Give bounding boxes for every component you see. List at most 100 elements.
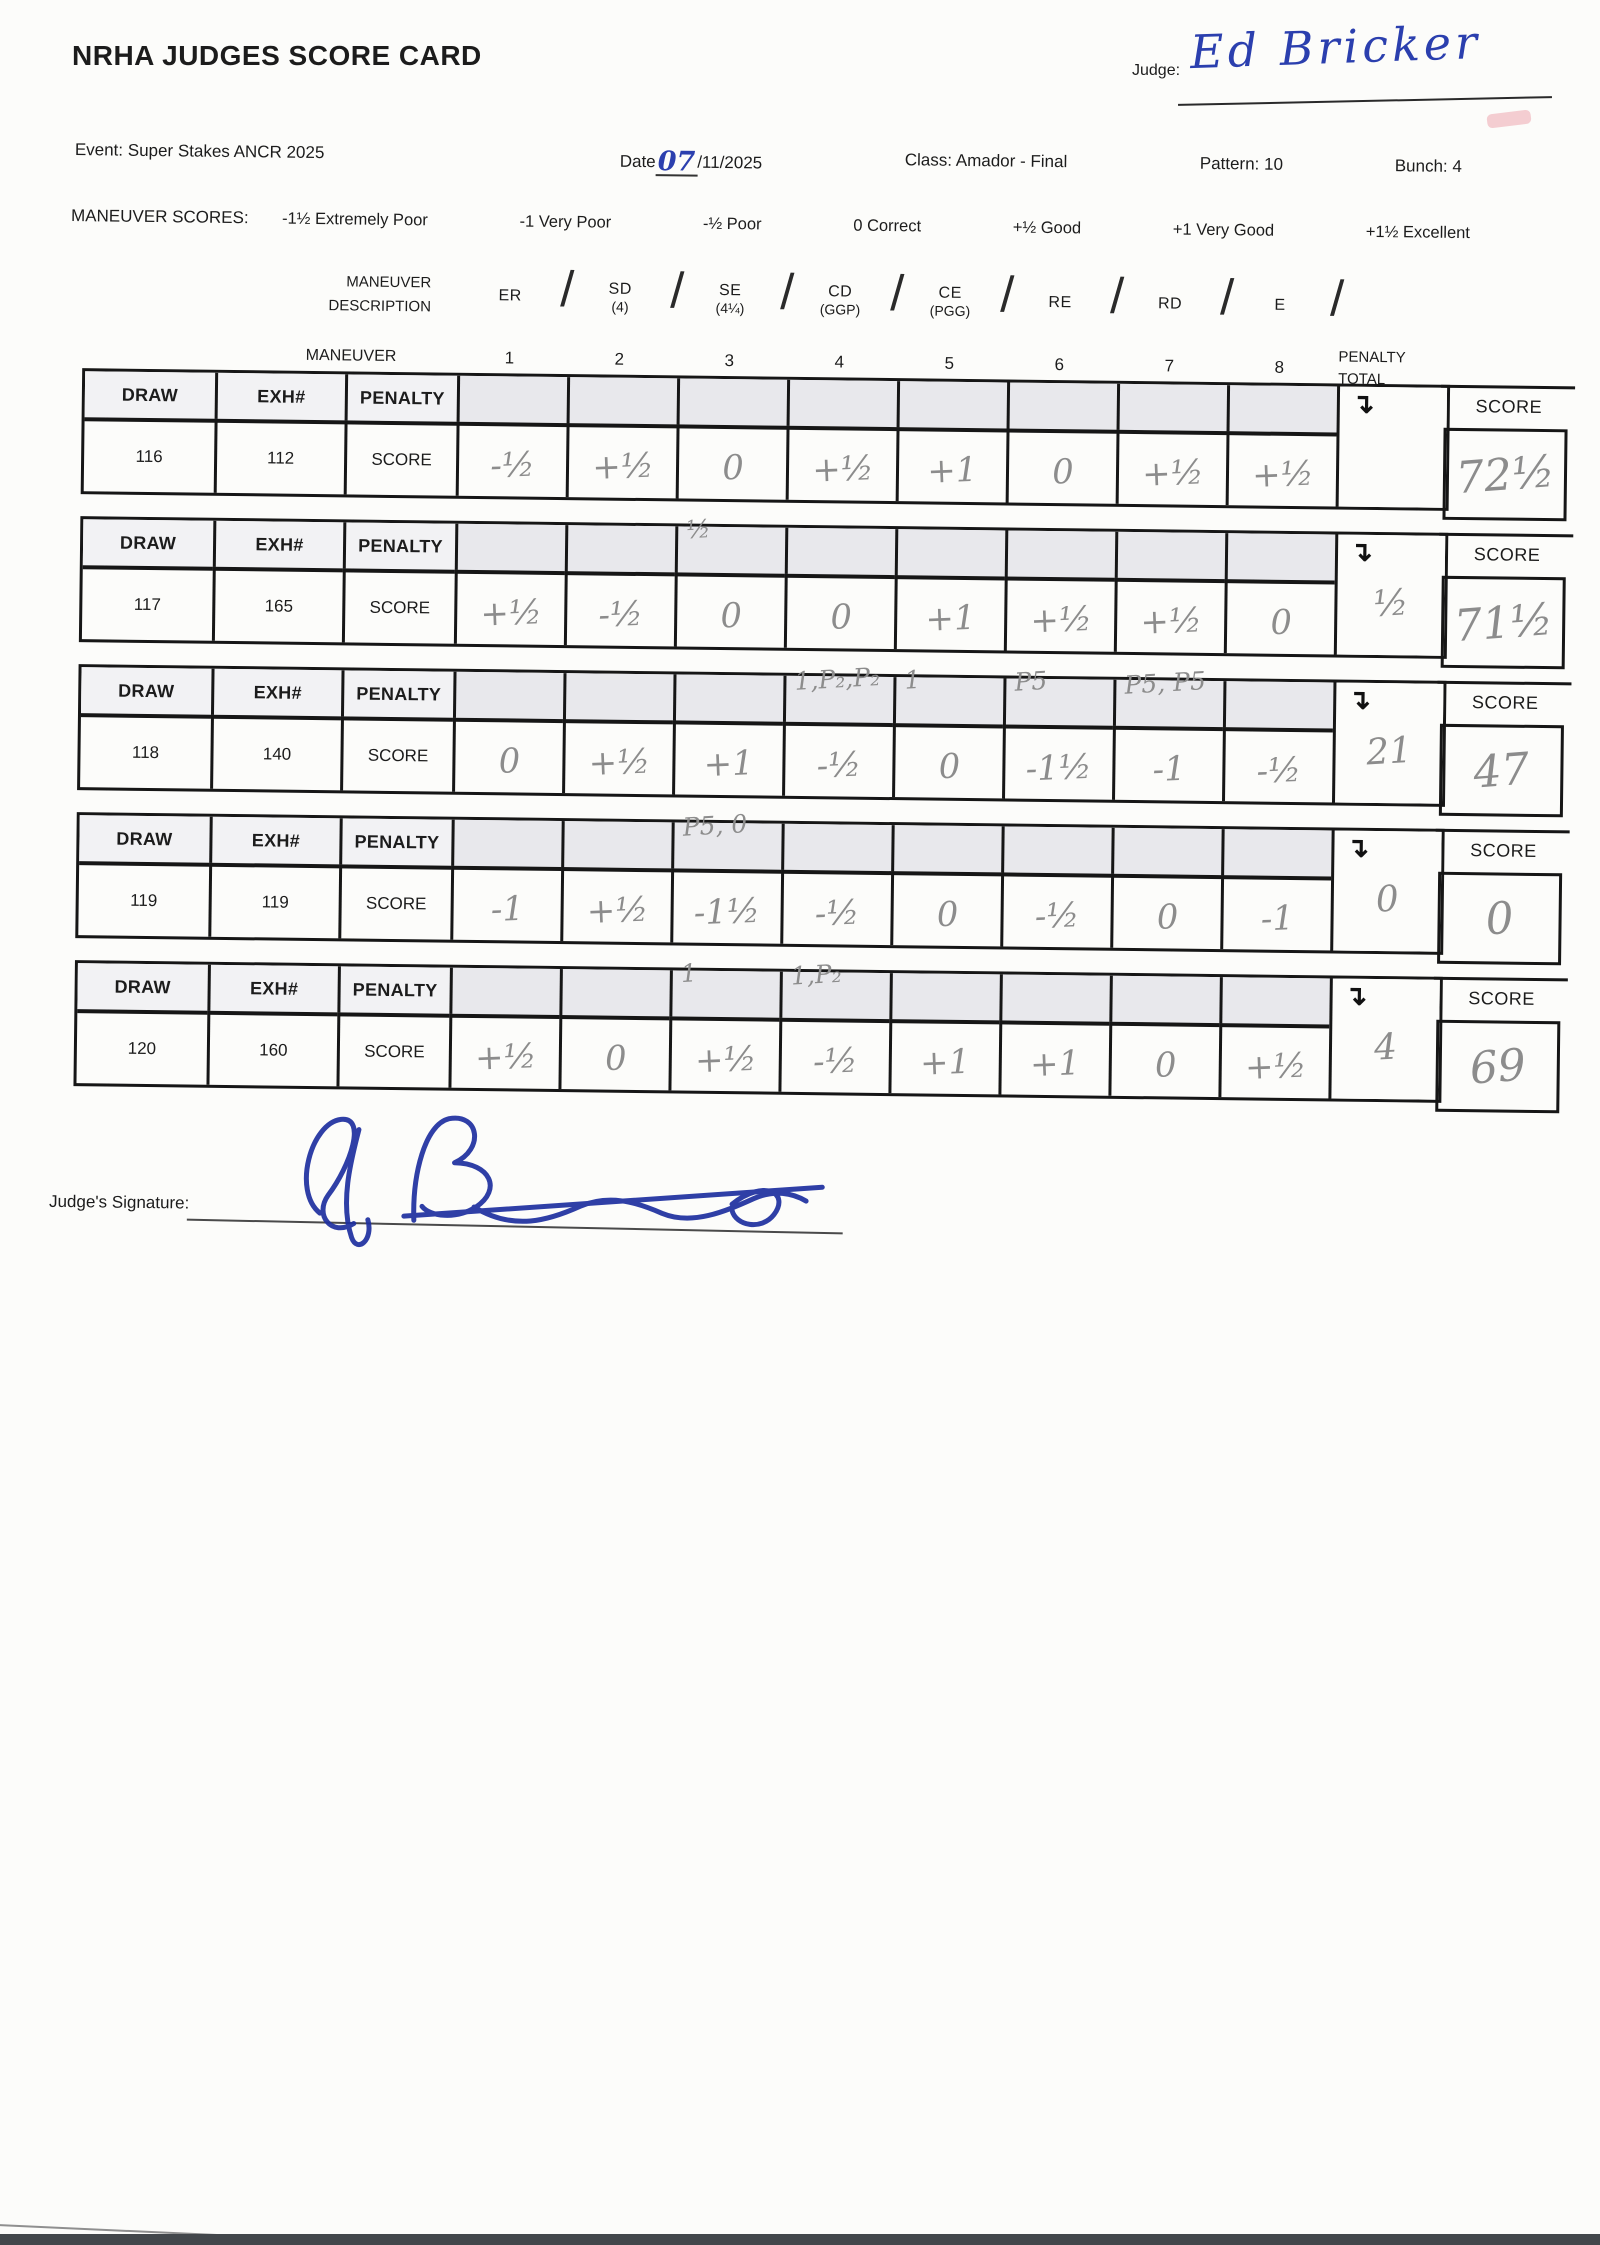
penalty-total-cell: ↴ 0 bbox=[1330, 830, 1442, 952]
score-cell: 0 bbox=[1223, 579, 1335, 655]
score-column-label: SCORE bbox=[1470, 840, 1537, 861]
draw-value: 119 bbox=[78, 861, 210, 937]
maneuver-description: SE (4¼) / bbox=[715, 263, 795, 320]
score-cell: 0 bbox=[452, 717, 563, 794]
scorecard: DRAW EXH# PENALTY 1 1,P₂ ↴ 4 120 160 SCO… bbox=[73, 958, 1568, 1114]
score-cell: +1 bbox=[895, 427, 1007, 503]
penalty-cell: P5, P5 bbox=[1112, 666, 1224, 728]
score-cell: -1 bbox=[1112, 725, 1223, 802]
penalty-cell bbox=[896, 381, 1008, 429]
draw-value: 118 bbox=[80, 713, 211, 789]
penalty-cell bbox=[564, 525, 676, 573]
penalty-cell bbox=[452, 671, 564, 720]
score-top-border bbox=[1441, 384, 1576, 390]
maneuver-scores-label: MANEUVER SCORES: bbox=[70, 206, 249, 228]
exh-value: 112 bbox=[213, 418, 345, 495]
exh-header: EXH# bbox=[207, 964, 338, 1013]
draw-value: 116 bbox=[83, 417, 215, 493]
draw-header: DRAW bbox=[79, 815, 210, 863]
penalty-cell bbox=[891, 825, 1002, 873]
exh-value: 165 bbox=[211, 566, 343, 643]
score-cell: +1 bbox=[672, 720, 783, 796]
score-cell: -½ bbox=[1222, 727, 1333, 803]
penalty-header: PENALTY bbox=[342, 522, 456, 570]
scorecard: DRAW EXH# PENALTY P5, 0 ↴ 0 119 119 SCOR… bbox=[75, 809, 1570, 966]
penalty-cell bbox=[1116, 383, 1228, 432]
score-box: 0 bbox=[1437, 871, 1563, 966]
score-cell: 0 bbox=[675, 424, 787, 500]
penalty-total-value: 21 bbox=[1365, 729, 1414, 774]
draw-value: 117 bbox=[81, 565, 213, 641]
score-cell: +½ bbox=[1218, 1023, 1330, 1099]
penalty-header: PENALTY bbox=[344, 374, 458, 422]
score-cell: +½ bbox=[565, 423, 677, 499]
pattern-field: Pattern: 10 bbox=[1199, 153, 1284, 174]
exh-header: EXH# bbox=[212, 520, 344, 569]
score-cell: 0 bbox=[558, 1015, 670, 1091]
maneuver-description: E / bbox=[1274, 270, 1345, 327]
score-cell: 0 bbox=[673, 572, 785, 648]
exh-value: 140 bbox=[210, 714, 341, 791]
score-cell: -½ bbox=[1000, 872, 1112, 948]
penalty-cell bbox=[566, 377, 678, 425]
penalty-cell bbox=[784, 527, 896, 576]
penalty-cell bbox=[454, 523, 566, 572]
penalty-cell bbox=[1109, 975, 1220, 1024]
score-box: 71½ bbox=[1440, 575, 1566, 670]
scorecards: DRAW EXH# PENALTY ↴ 116 112 SCORE -½ +½ … bbox=[2, 0, 1600, 1114]
maneuver-scores-legend: -1½ Extremely Poor -1 Very Poor -½ Poor 0 C… bbox=[282, 210, 1470, 244]
score-cell: +½ bbox=[668, 1016, 780, 1092]
penalty-cell bbox=[786, 379, 898, 428]
score-cell: -½ bbox=[778, 1017, 890, 1094]
score-column-label: SCORE bbox=[1473, 544, 1541, 565]
scan-bottom-edge bbox=[0, 2234, 1600, 2245]
date-field: Date07/11/2025 bbox=[619, 146, 763, 177]
penalty-total-value bbox=[1340, 432, 1447, 438]
score-cell: -1 bbox=[450, 865, 562, 942]
maneuver-description: SD (4) / bbox=[608, 262, 685, 319]
penalty-total-value: 0 bbox=[1374, 878, 1400, 921]
score-top-border bbox=[1439, 532, 1574, 538]
score-row-label: SCORE bbox=[341, 568, 455, 644]
date-label: Date bbox=[619, 151, 656, 172]
legend-item: +1½ Excellent bbox=[1365, 222, 1471, 243]
penalty-cell: 1 bbox=[669, 958, 780, 1018]
scorecard: DRAW EXH# PENALTY ↴ 116 112 SCORE -½ +½ … bbox=[80, 368, 1576, 522]
score-cell: +½ bbox=[1113, 577, 1225, 654]
penalty-cell bbox=[1111, 827, 1222, 876]
score-cell: -½ bbox=[563, 571, 675, 647]
maneuver-description: RD / bbox=[1157, 269, 1235, 326]
score-value: 69 bbox=[1467, 1038, 1528, 1095]
penalty-cell bbox=[561, 821, 672, 869]
corner-down-arrow-icon: ↴ bbox=[1346, 832, 1370, 863]
score-cell: +½ bbox=[1003, 576, 1115, 652]
score-cell: -½ bbox=[782, 721, 893, 798]
penalty-cell bbox=[1226, 385, 1338, 433]
exh-header: EXH# bbox=[210, 668, 342, 717]
judge-label: Judge: bbox=[1132, 62, 1181, 79]
score-cell: +1 bbox=[998, 1020, 1110, 1096]
score-value: 72½ bbox=[1453, 445, 1557, 504]
score-box: 72½ bbox=[1442, 427, 1568, 522]
score-cell: +½ bbox=[562, 719, 673, 795]
corner-down-arrow-icon: ↴ bbox=[1348, 684, 1372, 715]
legend-item: -1½ Extremely Poor bbox=[281, 209, 428, 230]
penalty-cell bbox=[894, 529, 1006, 577]
score-cell: 0 bbox=[783, 573, 895, 650]
maneuver-description: ER / bbox=[498, 261, 575, 318]
maneuver-description-label: MANEUVER DESCRIPTION bbox=[328, 273, 432, 316]
penalty-cell bbox=[781, 823, 892, 872]
draw-value: 120 bbox=[76, 1009, 208, 1085]
score-cell: -½ bbox=[455, 421, 567, 498]
exh-header: EXH# bbox=[209, 816, 340, 865]
score-value: 0 bbox=[1483, 892, 1516, 946]
event-field: Event: Super Stakes ANCR 2025 bbox=[74, 140, 325, 163]
score-cell: 0 bbox=[1110, 873, 1222, 950]
score-row-label: SCORE bbox=[338, 864, 452, 940]
penalty-header: PENALTY bbox=[339, 818, 452, 866]
date-rest: /11/2025 bbox=[697, 152, 763, 173]
score-cell: +½ bbox=[1225, 431, 1337, 507]
penalty-cell: P5, 0 bbox=[671, 809, 782, 870]
